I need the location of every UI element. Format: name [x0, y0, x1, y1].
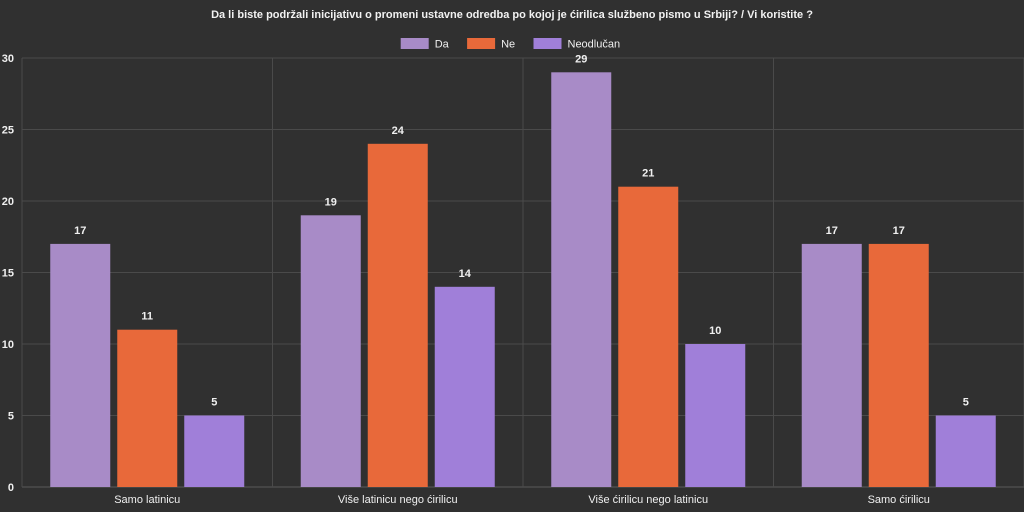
bar-da-vise-latinicu-nego-cirilicu[interactable]	[300, 215, 361, 488]
bar-da-vise-cirilicu-nego-latinicu[interactable]	[551, 72, 612, 488]
bar-ne-vise-latinicu-nego-cirilicu[interactable]	[367, 143, 428, 488]
x-category-label-samo-latinicu: Samo latinicu	[114, 494, 180, 506]
legend-swatch-da	[400, 38, 429, 49]
y-tick-label-25: 25	[2, 125, 14, 137]
data-label-da-samo-latinicu: 17	[74, 225, 86, 237]
y-axis: 0 5 10 15 20 25 30	[2, 53, 14, 494]
y-tick-label-30: 30	[2, 53, 14, 65]
legend-label-da: Da	[435, 39, 450, 51]
legend-item-da[interactable]: Da	[400, 38, 450, 51]
legend-label-ne: Ne	[501, 39, 515, 51]
bar-da-samo-cirilicu[interactable]	[801, 243, 862, 487]
legend-item-ne[interactable]: Ne	[467, 38, 515, 51]
bar-neodlucan-vise-latinicu-nego-cirilicu[interactable]	[434, 286, 495, 487]
x-category-label-samo-cirilicu: Samo ćirilicu	[868, 494, 930, 506]
y-tick-label-15: 15	[2, 268, 14, 280]
legend-swatch-ne	[467, 38, 496, 49]
data-label-neodlucan-samo-cirilicu: 5	[963, 397, 969, 409]
y-tick-label-0: 0	[8, 482, 14, 494]
data-label-ne-samo-latinicu: 11	[141, 311, 153, 323]
data-label-neodlucan-samo-latinicu: 5	[211, 397, 217, 409]
data-label-da-vise-latinicu-nego-cirilicu: 19	[325, 196, 337, 208]
y-tick-label-5: 5	[8, 411, 14, 423]
legend-label-neodlucan: Neodlučan	[568, 39, 621, 51]
data-label-da-vise-cirilicu-nego-latinicu: 29	[575, 53, 587, 65]
bars: 17 11 5 19 24 14 29 21 10 17 17 5	[50, 53, 996, 488]
bar-neodlucan-samo-cirilicu[interactable]	[935, 415, 996, 488]
legend[interactable]: Da Ne Neodlučan	[400, 38, 621, 51]
bar-neodlucan-vise-cirilicu-nego-latinicu[interactable]	[685, 344, 746, 487]
bar-da-samo-latinicu[interactable]	[50, 243, 111, 487]
data-label-da-samo-cirilicu: 17	[826, 225, 838, 237]
bar-ne-samo-latinicu[interactable]	[117, 329, 178, 487]
data-label-ne-vise-latinicu-nego-cirilicu: 24	[392, 125, 405, 137]
bar-ne-vise-cirilicu-nego-latinicu[interactable]	[618, 186, 679, 487]
legend-item-neodlucan[interactable]: Neodlučan	[533, 38, 621, 51]
x-category-label-vise-latinicu-nego-cirilicu: Više latinicu nego ćirilicu	[338, 494, 458, 506]
y-tick-label-10: 10	[2, 339, 14, 351]
data-label-neodlucan-vise-cirilicu-nego-latinicu: 10	[709, 325, 721, 337]
bar-ne-samo-cirilicu[interactable]	[868, 243, 929, 487]
legend-swatch-neodlucan	[533, 38, 562, 49]
x-category-label-vise-cirilicu-nego-latinicu: Više ćirilicu nego latinicu	[588, 494, 708, 506]
data-label-ne-vise-cirilicu-nego-latinicu: 21	[642, 168, 654, 180]
chart-title: Da li biste podržali inicijativu o prome…	[211, 9, 813, 21]
y-tick-label-20: 20	[2, 196, 14, 208]
data-label-ne-samo-cirilicu: 17	[893, 225, 905, 237]
data-label-neodlucan-vise-latinicu-nego-cirilicu: 14	[459, 268, 472, 280]
x-axis: Samo latinicu Više latinicu nego ćirilicu…	[114, 494, 930, 506]
bar-neodlucan-samo-latinicu[interactable]	[184, 415, 245, 488]
